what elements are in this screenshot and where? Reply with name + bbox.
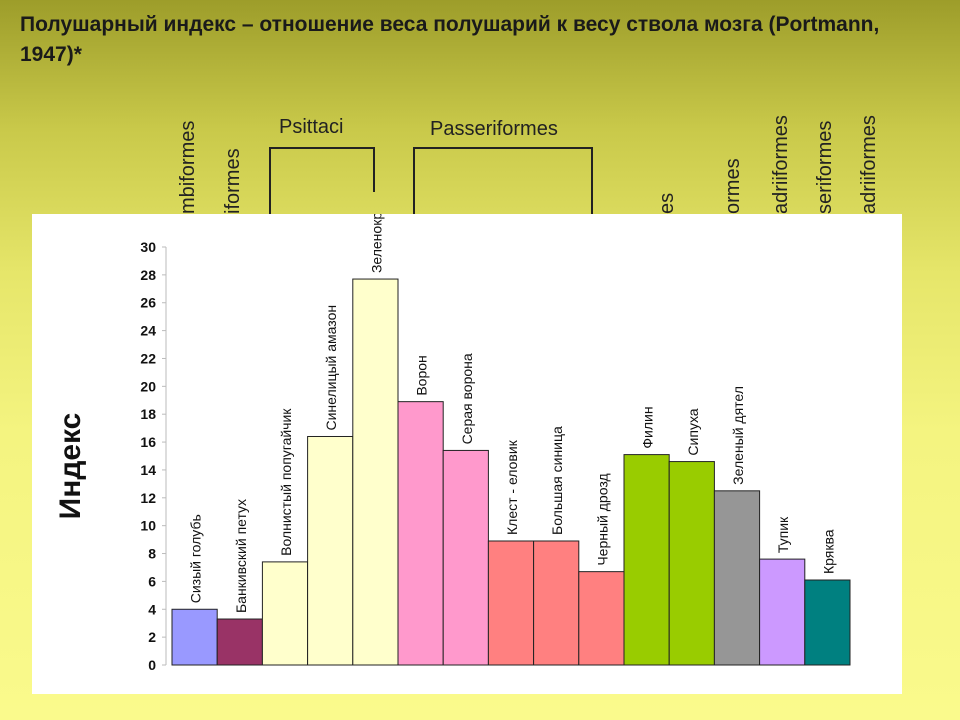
y-tick-label: 4 [148,601,156,617]
y-tick-label: 18 [140,406,156,422]
bar-label: Серая ворона [459,353,475,444]
y-tick-label: 0 [148,657,156,673]
bar-label: Зеленый дятел [730,386,746,485]
order-label-charadriiformes-1: adriiformes [770,115,792,214]
y-tick-label: 16 [140,434,156,450]
bar [487,540,535,666]
y-tick-label: 8 [148,546,156,562]
bar-label: Кряква [820,529,836,574]
bar [668,461,715,666]
y-tick-label: 24 [140,323,156,339]
bar-label: Филин [640,406,656,448]
psittaci-bracket [269,147,375,214]
passeriformes-bracket [413,147,593,214]
bar-label: Ворон [414,355,430,395]
y-tick-label: 2 [148,629,156,645]
bar-label: Большая синица [549,426,565,535]
bar-label: Сизый голубь [188,514,204,603]
bar [216,618,263,666]
order-label-psittaci: Psittaci [279,116,344,138]
bar-label: Зеленокрылый ара [368,214,384,273]
y-tick-label: 22 [140,350,156,366]
bar [578,571,625,666]
order-label-passeriformes: Passeriformes [430,118,558,140]
bar [623,454,670,666]
page-title: Полушарный индекс – отношение веса полуш… [20,13,880,66]
order-label-columbiformes: mbiformes [177,120,199,214]
bar [352,278,399,666]
bar [307,435,354,666]
y-axis-title: Индекс [54,413,87,520]
bar-label: Банкивский петух [233,499,249,613]
bar-label: Волнистый попугайчик [278,408,294,556]
bar [261,561,309,666]
bar [442,449,489,666]
order-label-strigiformes: es [656,192,678,214]
y-tick-label: 6 [148,573,156,589]
y-tick-label: 12 [140,490,156,506]
chart-panel: 0 2 4 6 8 10 12 14 16 18 20 22 24 26 28 30 Индекс Сизый г… [32,214,902,694]
bar-label: Клест - еловик [504,439,520,535]
bar-label: Тупик [775,516,791,553]
bar [171,608,218,666]
order-label-galliformes: iformes [222,148,244,214]
y-tick-label: 10 [140,518,156,534]
bar [713,490,761,666]
order-label-piciformes: ormes [722,158,744,214]
y-tick-label: 30 [140,239,156,255]
bar-label: Сипуха [685,408,701,455]
bar [804,579,851,666]
y-tick-label: 20 [140,378,156,394]
y-tick-label: 14 [140,462,156,478]
order-label-anseriformes: seriformes [814,120,836,214]
order-label-charadriiformes-2: adriiformes [858,115,880,214]
bar-label: Черный дрозд [594,473,610,565]
bar-label: Синелицый амазон [323,305,339,431]
bar [397,401,444,666]
y-tick-label: 26 [140,295,156,311]
y-tick-label: 28 [140,267,156,283]
bar [759,558,806,666]
bar [533,540,580,666]
